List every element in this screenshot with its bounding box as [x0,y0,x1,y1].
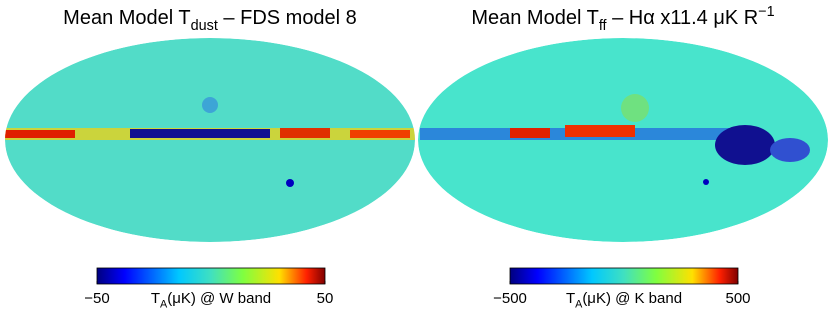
sky-map [5,38,415,242]
chart-title: Mean Model Tff – Hα x11.4 μK R−1 [471,4,774,34]
subscript: A [160,299,168,311]
map-feature [202,97,218,113]
map-feature [5,130,75,138]
text-part: (μK) @ W band [167,290,271,307]
text-part: (μK) @ K band [582,290,682,307]
map-feature [565,125,635,137]
map-feature [280,128,330,138]
tick-label: 500 [725,290,750,307]
map-feature [715,125,775,165]
tick-label: 50 [317,290,334,307]
map-feature [130,129,270,138]
text-part: T [566,290,575,307]
map-feature [703,179,709,185]
text-part: – FDS model 8 [218,7,357,29]
chart-title: Mean Model Tdust – FDS model 8 [63,7,357,34]
subscript: ff [599,18,608,34]
colorbar-label: TA(μK) @ K band [566,290,682,311]
tick-label: −500 [493,290,527,307]
text-part: Mean Model T [63,7,190,29]
map-feature [621,94,649,122]
subscript: A [575,299,583,311]
tick-label: −50 [84,290,109,307]
map-feature [510,128,550,138]
text-part: Mean Model T [471,7,598,29]
colorbar [509,267,739,285]
supscript: −1 [758,4,774,20]
text-part: T [151,290,160,307]
text-part: – Hα x11.4 μK R [607,7,759,29]
colorbar-label: TA(μK) @ W band [151,290,271,311]
colorbar [96,267,326,285]
subscript: dust [191,18,218,34]
map-feature [350,130,410,138]
map-feature [770,138,810,162]
map-feature [286,179,294,187]
sky-map [418,38,828,242]
